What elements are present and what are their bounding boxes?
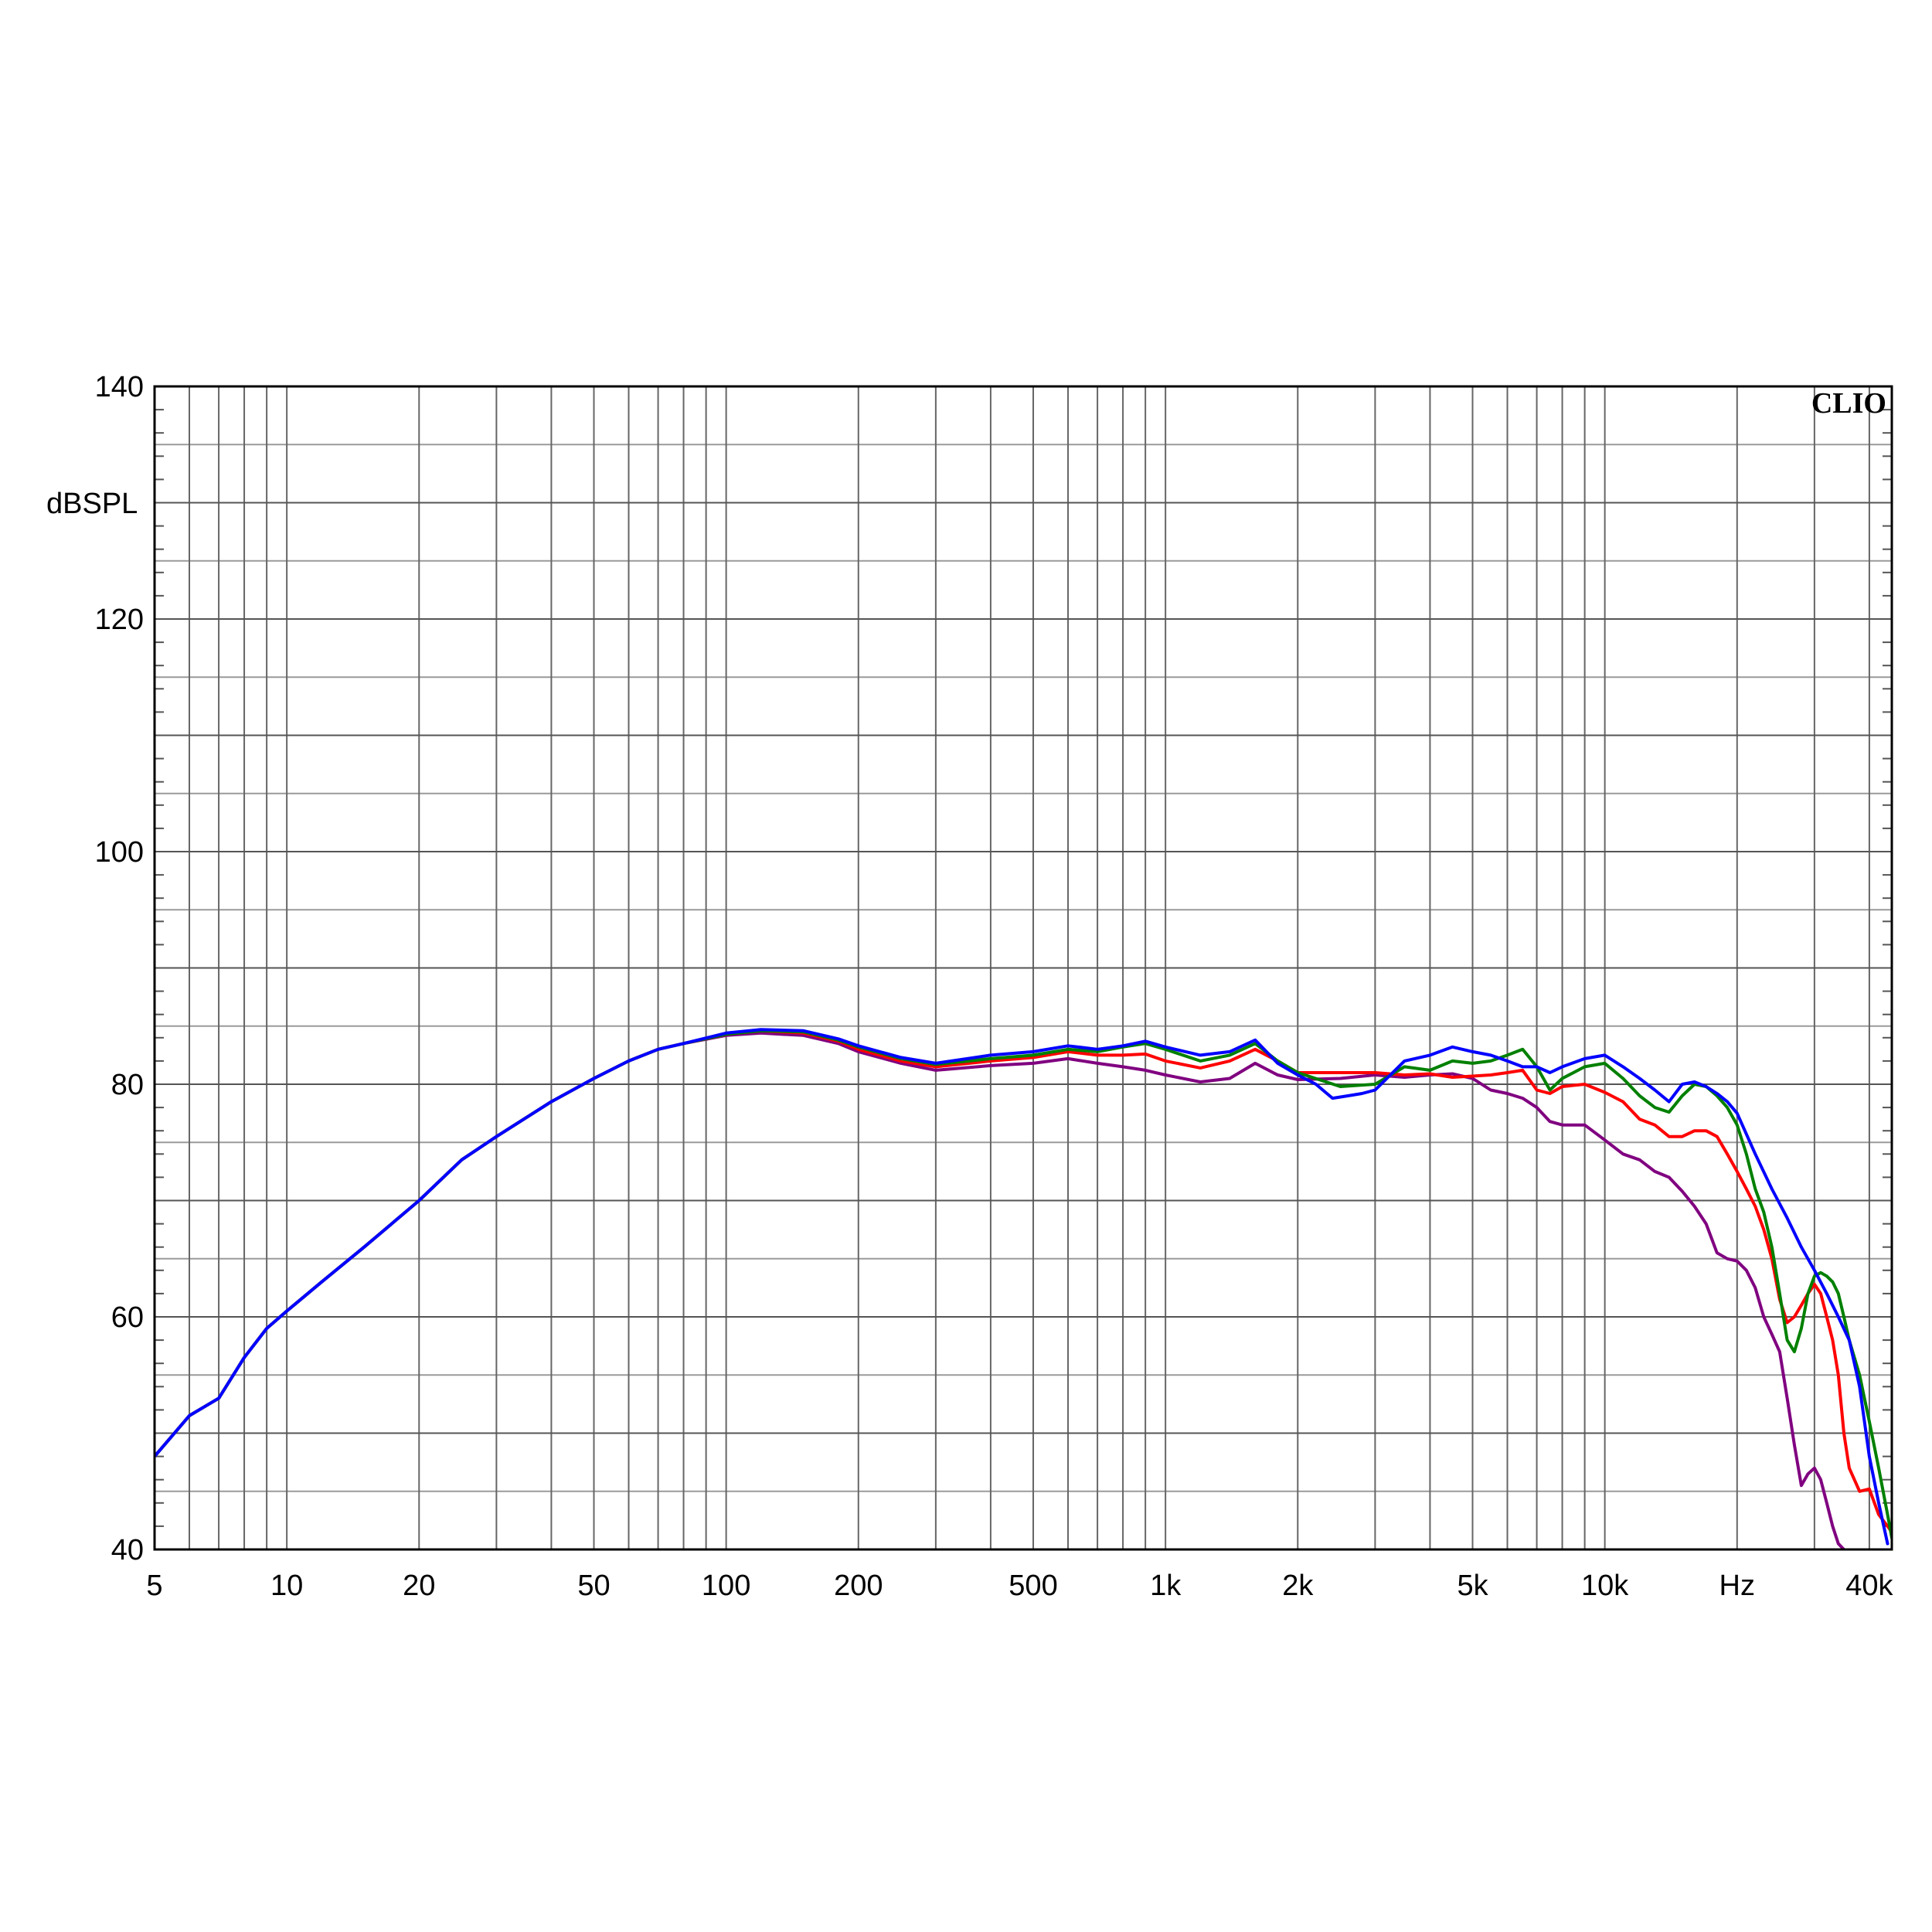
x-axis-labels: 5 10 20 50 100 200 500 1k 2k 5k 10k Hz 40k xyxy=(146,1570,1893,1602)
y-axis-labels: 140 120 100 80 60 40 xyxy=(95,371,144,1566)
plot-frame xyxy=(153,385,1893,1551)
y-axis-title: dBSPL xyxy=(46,488,138,520)
x-tick-label: 10 xyxy=(270,1570,303,1602)
x-tick-label: 100 xyxy=(702,1570,750,1602)
x-tick-label: 200 xyxy=(834,1570,883,1602)
x-tick-label: 5 xyxy=(146,1570,162,1602)
x-tick-label: 50 xyxy=(577,1570,610,1602)
series-line-1 xyxy=(155,1029,1892,1534)
series-line-0 xyxy=(155,1031,1845,1549)
y-tick-label: 120 xyxy=(95,604,144,636)
x-tick-label: 5k xyxy=(1457,1570,1488,1602)
clio-brand-label: CLIO xyxy=(1811,387,1886,420)
y-tick-label: 80 xyxy=(111,1069,144,1101)
x-tick-label: 20 xyxy=(403,1570,435,1602)
y-tick-label: 60 xyxy=(111,1301,144,1334)
x-tick-label: Hz xyxy=(1719,1570,1755,1602)
y-tick-label: 40 xyxy=(111,1534,144,1566)
x-tick-label: 500 xyxy=(1009,1570,1057,1602)
y-tick-label: 140 xyxy=(95,371,144,403)
y-tick-label: 100 xyxy=(95,836,144,869)
series-layer xyxy=(155,1028,1892,1549)
x-tick-label: 40k xyxy=(1845,1570,1893,1602)
x-tick-label: 1k xyxy=(1150,1570,1182,1602)
minor-y-gridlines xyxy=(155,444,1892,1492)
series-line-3 xyxy=(155,1028,1889,1546)
x-tick-label: 10k xyxy=(1581,1570,1629,1602)
series-line-2 xyxy=(155,1029,1892,1539)
x-tick-label: 2k xyxy=(1282,1570,1314,1602)
